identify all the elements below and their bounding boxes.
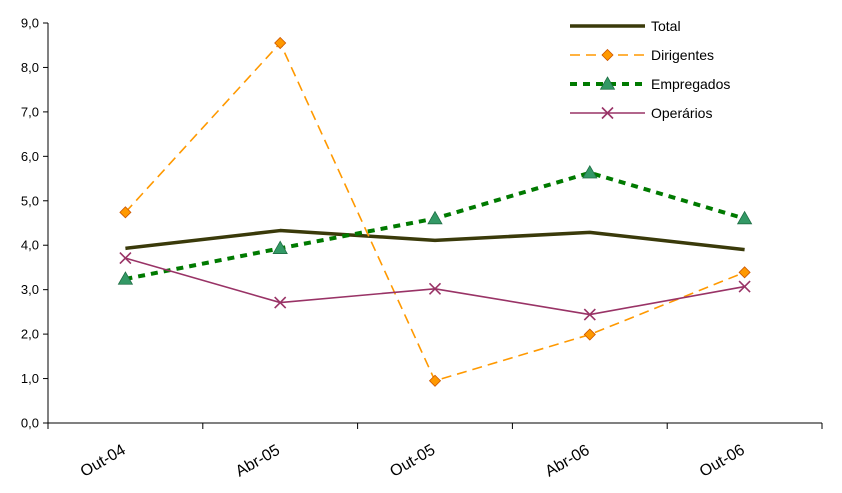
x-tick-label: Abr-05 bbox=[233, 442, 283, 481]
x-tick-label: Out-04 bbox=[78, 441, 129, 480]
legend-label: Operários bbox=[651, 105, 712, 121]
y-tick-label: 4,0 bbox=[21, 238, 39, 253]
series-line-operarios bbox=[125, 257, 745, 316]
data-point-empregados bbox=[117, 271, 134, 285]
data-point-dirigentes bbox=[583, 328, 596, 341]
data-point-empregados bbox=[427, 210, 443, 225]
legend-label: Total bbox=[651, 18, 681, 34]
series-dirigentes bbox=[119, 36, 751, 387]
legend-marker bbox=[601, 106, 614, 120]
legend-item-operarios: Operários bbox=[570, 105, 712, 121]
data-point-operarios bbox=[119, 252, 132, 265]
data-point-operarios bbox=[428, 282, 442, 295]
legend-item-dirigentes: Dirigentes bbox=[570, 47, 714, 63]
series-empregados bbox=[117, 164, 753, 285]
data-point-dirigentes bbox=[738, 266, 751, 279]
legend-item-total: Total bbox=[570, 18, 681, 34]
data-point-dirigentes bbox=[274, 36, 287, 50]
x-tick-label: Out-05 bbox=[387, 441, 438, 480]
data-point-dirigentes bbox=[119, 206, 132, 219]
legend-label: Dirigentes bbox=[651, 47, 714, 63]
legend: Total Dirigentes Empregados Operários bbox=[570, 18, 730, 121]
y-tick-label: 8,0 bbox=[21, 60, 39, 75]
data-point-operarios bbox=[583, 308, 596, 321]
data-point-operarios bbox=[738, 280, 751, 293]
y-tick-label: 6,0 bbox=[21, 149, 39, 164]
y-tick-label: 9,0 bbox=[21, 16, 39, 31]
y-tick-label: 2,0 bbox=[21, 327, 39, 342]
series-total bbox=[125, 228, 745, 252]
legend-label: Empregados bbox=[651, 76, 730, 92]
data-point-empregados bbox=[272, 240, 288, 254]
data-point-operarios bbox=[274, 296, 287, 309]
y-tick-label: 3,0 bbox=[21, 282, 39, 297]
data-point-empregados bbox=[736, 210, 753, 225]
y-tick-label: 5,0 bbox=[21, 193, 39, 208]
y-tick-label: 7,0 bbox=[21, 104, 39, 119]
y-tick-label: 1,0 bbox=[21, 371, 39, 386]
series-line-empregados bbox=[125, 170, 746, 281]
x-tick-label: Out-06 bbox=[697, 441, 748, 480]
legend-marker bbox=[601, 48, 614, 62]
y-tick-label: 0,0 bbox=[21, 416, 39, 431]
series-operarios bbox=[119, 252, 751, 321]
x-tick-label: Abr-06 bbox=[543, 442, 593, 481]
legend-item-empregados: Empregados bbox=[570, 76, 730, 92]
data-point-dirigentes bbox=[428, 374, 442, 387]
series-line-total bbox=[125, 228, 745, 252]
data-point-empregados bbox=[582, 164, 598, 179]
legend-marker bbox=[599, 76, 616, 90]
chart-series bbox=[117, 36, 753, 387]
